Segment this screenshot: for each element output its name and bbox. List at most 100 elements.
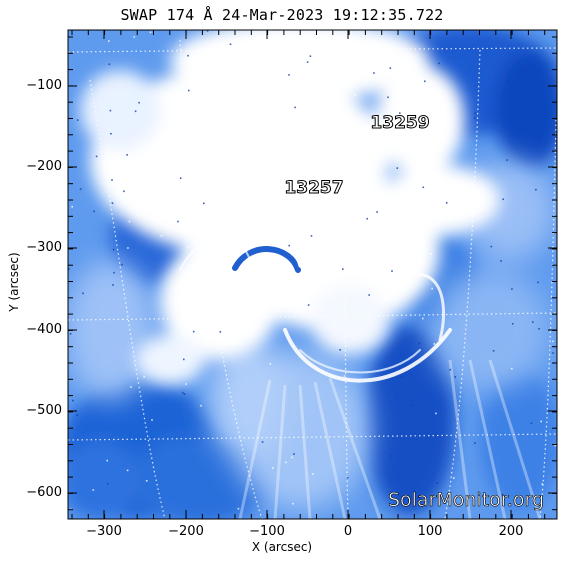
image-speckle bbox=[454, 376, 456, 378]
image-speckle bbox=[126, 469, 129, 472]
image-speckle bbox=[550, 247, 552, 250]
image-speckle bbox=[232, 302, 234, 304]
image-speckle bbox=[391, 270, 393, 272]
image-speckle bbox=[206, 30, 209, 32]
image-speckle bbox=[540, 420, 542, 423]
image-speckle bbox=[177, 220, 179, 223]
image-speckle bbox=[200, 404, 202, 407]
image-speckle bbox=[108, 40, 110, 42]
image-speckle bbox=[219, 331, 222, 333]
image-speckle bbox=[395, 499, 398, 502]
image-speckle bbox=[554, 444, 557, 447]
image-speckle bbox=[188, 89, 190, 92]
image-speckle bbox=[311, 473, 314, 475]
y-tick-label: −200 bbox=[26, 159, 62, 174]
image-speckle bbox=[110, 132, 112, 135]
image-speckle bbox=[474, 117, 476, 119]
image-speckle bbox=[422, 186, 425, 189]
image-speckle bbox=[178, 306, 181, 309]
figure-title: SWAP 174 Å 24-Mar-2023 19:12:35.722 bbox=[120, 6, 444, 24]
image-speckle bbox=[532, 321, 534, 323]
image-speckle bbox=[511, 323, 514, 325]
image-speckle bbox=[76, 119, 79, 121]
image-speckle bbox=[326, 184, 328, 186]
image-speckle bbox=[112, 284, 114, 286]
image-speckle bbox=[123, 190, 125, 193]
image-speckle bbox=[500, 260, 502, 262]
image-speckle bbox=[346, 476, 349, 479]
image-speckle bbox=[293, 282, 295, 285]
image-speckle bbox=[237, 507, 240, 510]
image-speckle bbox=[396, 167, 399, 169]
image-speckle bbox=[269, 363, 272, 365]
image-speckle bbox=[535, 188, 537, 191]
image-speckle bbox=[138, 101, 140, 104]
plot-frame bbox=[67, 29, 558, 520]
region-label-13257: 13257 bbox=[284, 178, 343, 198]
image-speckle bbox=[112, 248, 115, 251]
x-tick-label: −200 bbox=[168, 524, 204, 539]
image-speckle bbox=[272, 467, 274, 469]
image-speckle bbox=[268, 169, 271, 171]
image-speckle bbox=[541, 483, 544, 485]
image-speckle bbox=[424, 80, 426, 83]
image-speckle bbox=[109, 109, 112, 112]
image-speckle bbox=[552, 340, 554, 343]
image-speckle bbox=[128, 220, 131, 223]
image-speckle bbox=[389, 67, 392, 69]
image-speckle bbox=[294, 106, 296, 109]
image-speckle bbox=[506, 159, 508, 161]
image-speckle bbox=[106, 459, 108, 462]
image-speckle bbox=[183, 358, 185, 361]
image-speckle bbox=[180, 174, 183, 177]
image-speckle bbox=[431, 287, 433, 290]
image-speckle bbox=[474, 112, 476, 115]
image-speckle bbox=[258, 119, 260, 122]
image-speckle bbox=[492, 350, 495, 352]
image-speckle bbox=[269, 182, 272, 185]
image-speckle bbox=[187, 246, 189, 249]
image-speckle bbox=[297, 91, 299, 93]
image-speckle bbox=[310, 244, 312, 247]
image-speckle bbox=[95, 155, 98, 158]
image-speckle bbox=[508, 81, 510, 83]
image-speckle bbox=[308, 142, 311, 144]
image-speckle bbox=[111, 179, 113, 181]
region-label-13259: 13259 bbox=[370, 113, 429, 133]
image-speckle bbox=[328, 288, 330, 290]
image-speckle bbox=[92, 489, 95, 491]
image-speckle bbox=[453, 477, 455, 479]
image-speckle bbox=[108, 63, 111, 65]
image-speckle bbox=[160, 235, 163, 237]
image-speckle bbox=[490, 245, 493, 248]
image-speckle bbox=[68, 268, 70, 270]
image-speckle bbox=[282, 214, 285, 217]
image-speckle bbox=[79, 188, 82, 190]
image-speckle bbox=[339, 349, 341, 351]
image-speckle bbox=[183, 393, 186, 395]
image-speckle bbox=[538, 327, 540, 330]
image-speckle bbox=[530, 422, 533, 425]
image-speckle bbox=[236, 143, 239, 145]
image-speckle bbox=[137, 214, 139, 217]
image-speckle bbox=[401, 375, 403, 378]
y-tick-label: −100 bbox=[26, 78, 62, 93]
image-speckle bbox=[307, 304, 310, 306]
image-speckle bbox=[76, 414, 78, 416]
image-speckle bbox=[113, 271, 115, 274]
image-speckle bbox=[396, 204, 399, 207]
image-speckle bbox=[335, 191, 338, 194]
y-tick-label: −600 bbox=[26, 485, 62, 500]
image-speckle bbox=[82, 292, 84, 295]
image-speckle bbox=[435, 412, 437, 415]
image-speckle bbox=[310, 235, 313, 237]
image-speckle bbox=[93, 210, 95, 213]
image-speckle bbox=[149, 31, 152, 34]
x-tick-label: −300 bbox=[86, 524, 122, 539]
image-speckle bbox=[145, 480, 148, 482]
y-tick-label: −500 bbox=[26, 403, 62, 418]
image-speckle bbox=[552, 352, 554, 354]
image-speckle bbox=[283, 66, 285, 69]
